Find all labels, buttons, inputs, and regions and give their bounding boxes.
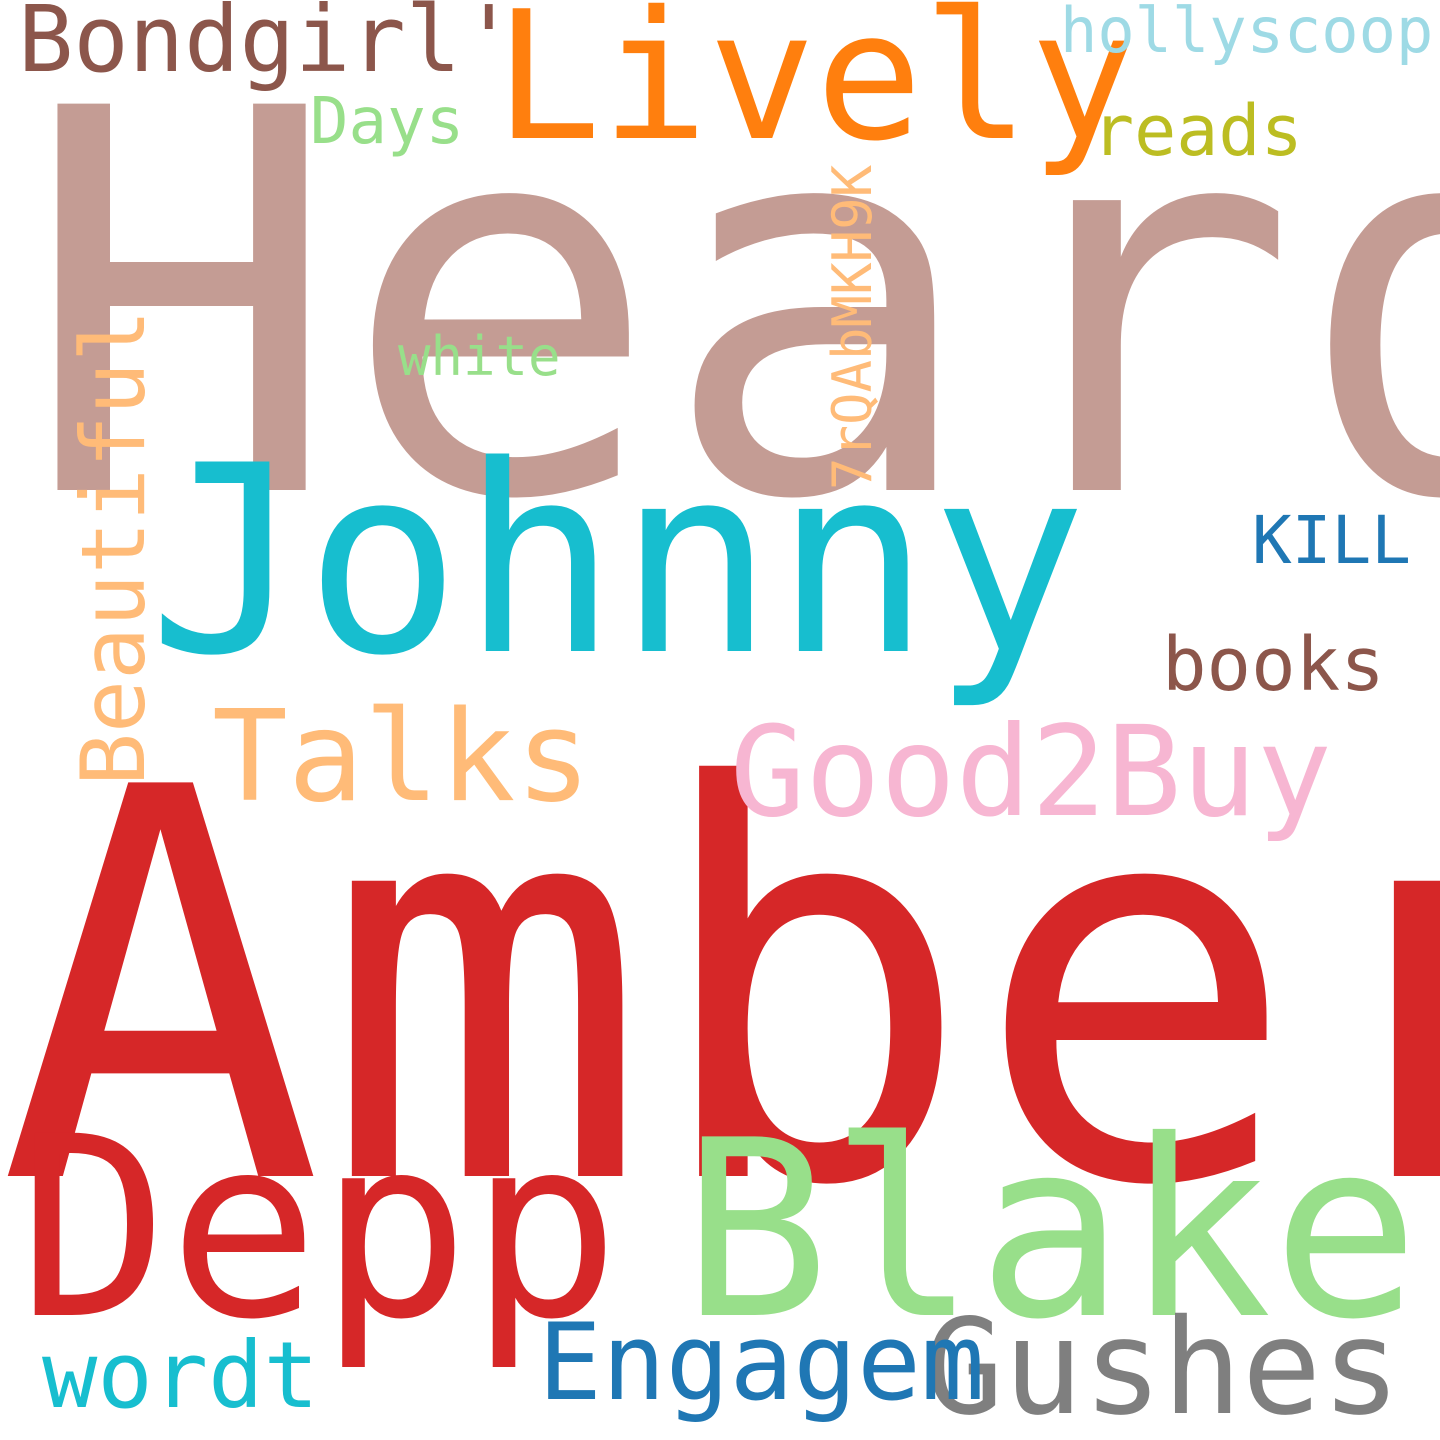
- word-reads: reads: [1092, 90, 1303, 172]
- word-books: books: [1162, 622, 1385, 708]
- word-lively: Lively: [494, 0, 1137, 180]
- word-hollyscoop: hollyscoop: [1060, 0, 1434, 67]
- word-7rqabmkh9k: 7rQAbMKH9K: [821, 164, 884, 490]
- word-gushes: Gushes: [924, 1291, 1401, 1440]
- word-beautiful: Beautiful: [62, 309, 165, 786]
- word-talks: Talks: [212, 683, 592, 830]
- word-white: white: [398, 325, 561, 388]
- word-amber: Amber: [0, 676, 1440, 1304]
- word-days: Days: [310, 85, 465, 159]
- word-bondgirl: Bondgirl': [18, 0, 517, 93]
- word-kill: KILL: [1252, 502, 1411, 579]
- word-heard: Heard: [22, 0, 1440, 615]
- word-johnny: Johnny: [148, 411, 1088, 713]
- word-depp: Depp: [18, 1083, 621, 1374]
- word-blake: Blake: [682, 1088, 1420, 1373]
- word-good2buy: Good2Buy: [730, 700, 1333, 845]
- word-wordt: wordt: [42, 1322, 319, 1429]
- word-engagem: Engagem: [538, 1301, 985, 1424]
